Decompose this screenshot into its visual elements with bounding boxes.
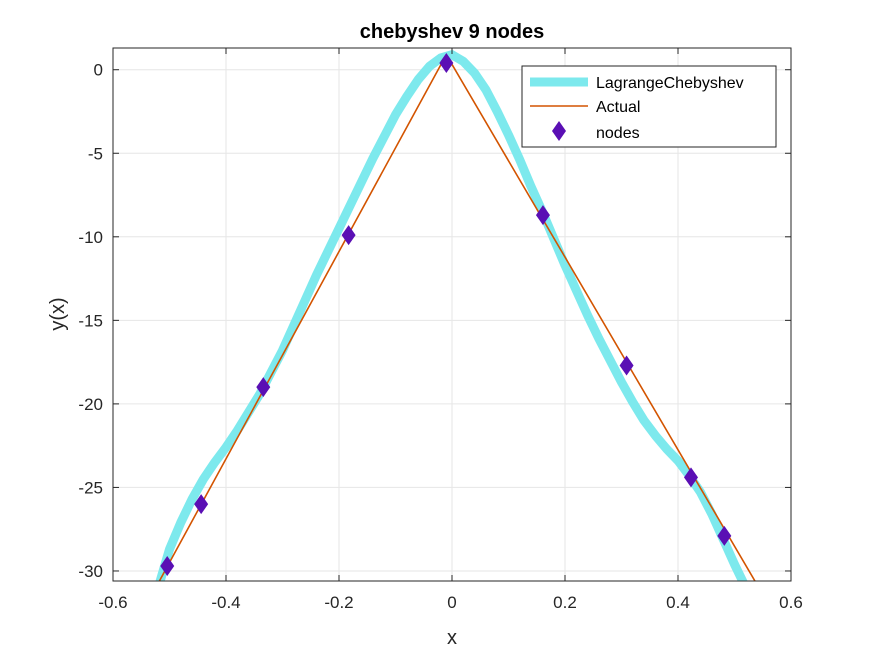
x-tick-label: 0.2 xyxy=(553,593,577,612)
series-layer xyxy=(155,50,756,581)
node-marker xyxy=(619,355,634,376)
node-marker xyxy=(256,377,271,398)
x-tick-label: 0 xyxy=(447,593,456,612)
x-tick-label: -0.6 xyxy=(98,593,127,612)
node-marker xyxy=(717,525,732,546)
legend-label-nodes: nodes xyxy=(596,125,640,142)
node-marker xyxy=(194,494,209,515)
y-tick-label: 0 xyxy=(94,61,103,80)
x-tick-label: 0.4 xyxy=(666,593,690,612)
legend-label-lagrangechebyshev: LagrangeChebyshev xyxy=(596,75,744,92)
node-marker xyxy=(439,53,454,74)
ticks xyxy=(112,48,792,581)
series-line-lagrangechebyshev xyxy=(155,50,748,581)
legend-swatch-nodes xyxy=(552,121,566,141)
node-marker xyxy=(160,555,175,576)
grid xyxy=(112,48,792,581)
x-tick-label: 0.6 xyxy=(779,593,803,612)
node-marker xyxy=(535,205,550,226)
y-tick-label: -15 xyxy=(78,311,103,330)
y-tick-label: -20 xyxy=(78,395,103,414)
chart-title: chebyshev 9 nodes xyxy=(360,21,545,43)
node-marker xyxy=(341,225,356,246)
y-tick-label: -5 xyxy=(88,144,103,163)
legend: LagrangeChebyshev Actual nodes xyxy=(521,65,777,148)
y-tick-label: -30 xyxy=(78,562,103,581)
y-tick-label: -10 xyxy=(78,228,103,247)
x-tick-label: -0.2 xyxy=(324,593,353,612)
tick-labels: -0.6 -0.4 -0.2 0 0.2 0.4 0.6 0 -5 -10 -15 -20 -25 -30 xyxy=(78,61,802,612)
node-marker xyxy=(683,467,698,488)
x-axis-label: x xyxy=(447,627,457,649)
legend-label-actual: Actual xyxy=(596,99,640,116)
y-tick-label: -25 xyxy=(78,478,103,497)
y-axis-label: y(x) xyxy=(47,297,69,330)
x-tick-label: -0.4 xyxy=(211,593,240,612)
